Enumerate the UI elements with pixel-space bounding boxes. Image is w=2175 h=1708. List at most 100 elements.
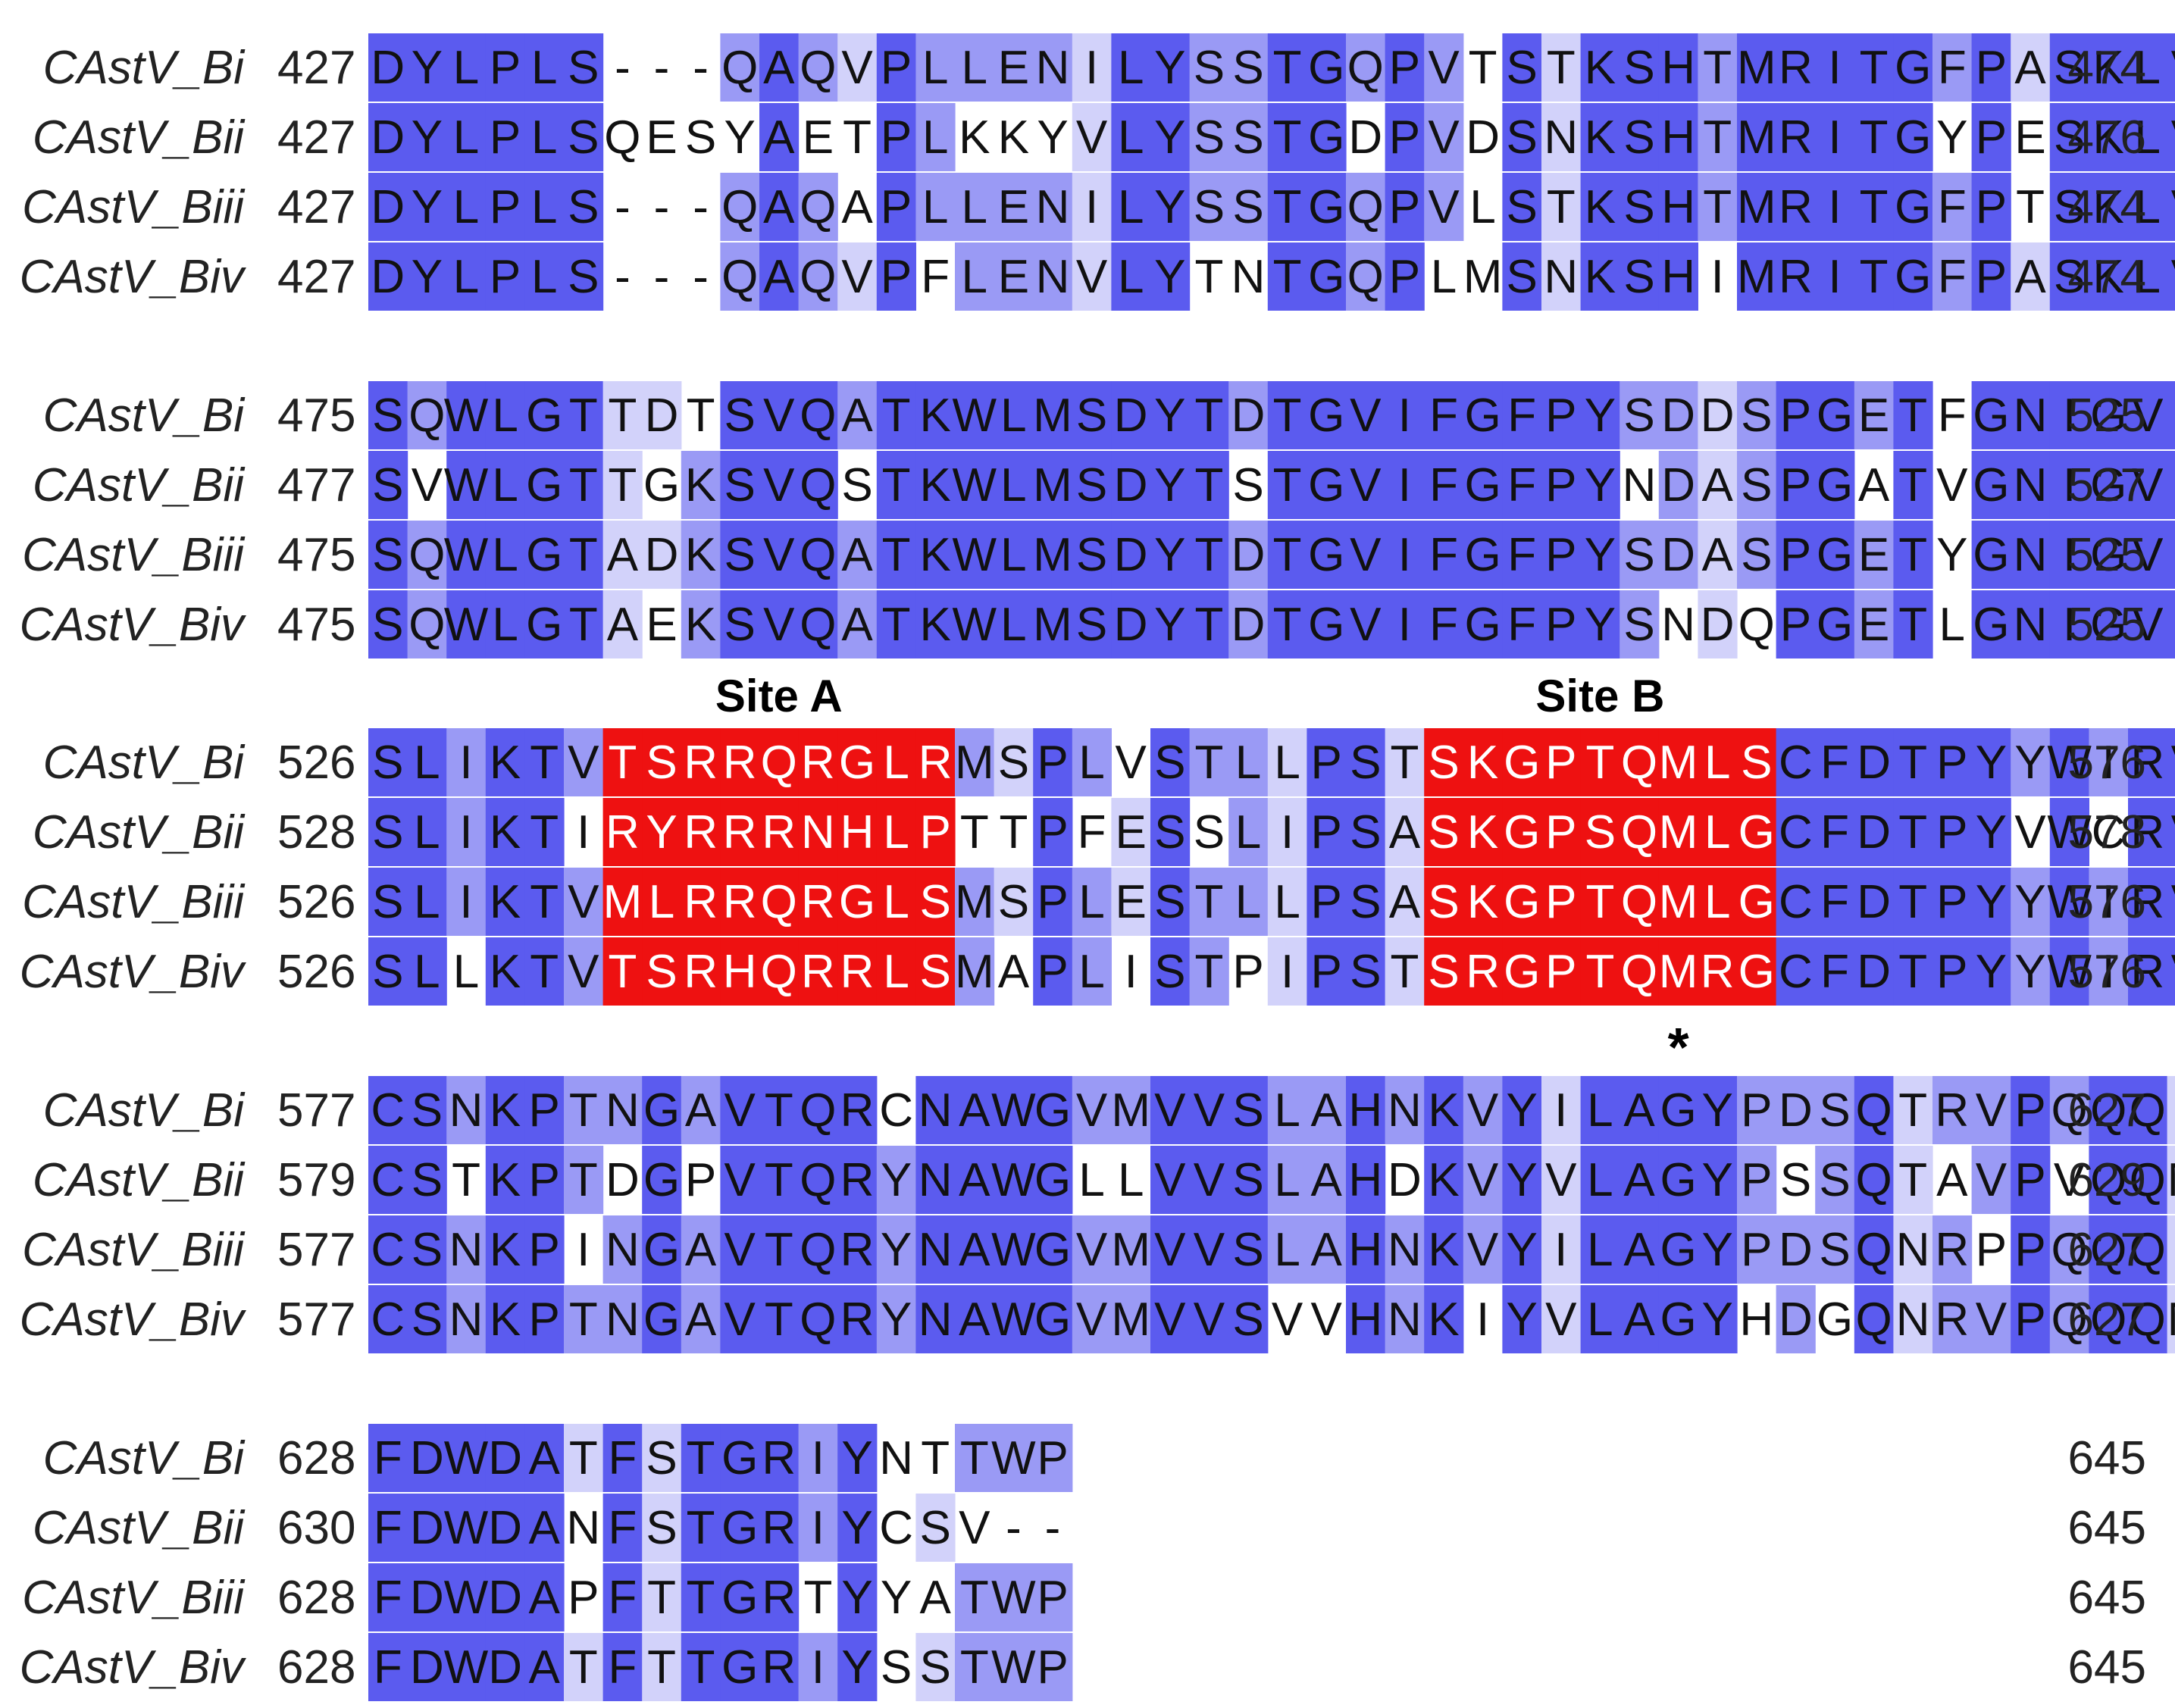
residue: D bbox=[1114, 459, 1148, 511]
residue-shade bbox=[994, 521, 1034, 589]
residue: Q bbox=[2130, 1084, 2166, 1137]
residue: V bbox=[1154, 1084, 1186, 1137]
residue: Y bbox=[1507, 1224, 1538, 1276]
residue: N bbox=[1544, 251, 1578, 303]
residue: V bbox=[841, 42, 873, 94]
residue: P bbox=[1741, 1154, 1772, 1206]
residue: Q bbox=[800, 181, 836, 233]
residue: S bbox=[568, 181, 599, 233]
residue: N bbox=[1036, 181, 1070, 233]
residue-shade bbox=[564, 33, 604, 102]
residue-shade bbox=[1150, 173, 1191, 241]
residue-shade bbox=[1072, 590, 1112, 658]
residue: M bbox=[955, 946, 994, 998]
residue-shade bbox=[759, 451, 800, 519]
residue: G bbox=[1817, 1294, 1853, 1346]
residue: V bbox=[1350, 529, 1382, 581]
residue: W bbox=[444, 1432, 489, 1484]
residue-shade bbox=[720, 451, 760, 519]
residue: F bbox=[374, 1432, 402, 1484]
residue-shade bbox=[1776, 590, 1816, 658]
residue: I bbox=[459, 876, 472, 928]
residue: R bbox=[762, 1432, 796, 1484]
start-position: 427 bbox=[277, 111, 355, 164]
residue: D bbox=[1779, 1084, 1813, 1137]
residue-shade bbox=[994, 451, 1034, 519]
residue: T bbox=[608, 459, 637, 511]
residue-shade bbox=[407, 521, 447, 589]
residue: S bbox=[1350, 876, 1381, 928]
residue-shade bbox=[1658, 868, 1698, 936]
residue: D bbox=[1114, 389, 1148, 442]
residue: T bbox=[1898, 459, 1927, 511]
residue: L bbox=[453, 42, 479, 94]
residue: G bbox=[643, 1294, 680, 1346]
residue: S bbox=[724, 599, 756, 651]
residue: Q bbox=[721, 181, 758, 233]
residue-shade bbox=[1189, 103, 1229, 171]
residue: T bbox=[1860, 42, 1889, 94]
residue-shade bbox=[1033, 381, 1073, 449]
residue-shade bbox=[524, 1215, 565, 1284]
residue-shade bbox=[1150, 1215, 1191, 1284]
residue-shade bbox=[1111, 521, 1151, 589]
residue-shade bbox=[524, 1146, 565, 1214]
residue-shade bbox=[1424, 381, 1464, 449]
residue-shade bbox=[798, 1494, 838, 1562]
residue-shade bbox=[1189, 451, 1229, 519]
residue: A bbox=[763, 251, 795, 303]
residue-shade bbox=[1854, 242, 1894, 311]
residue-shade bbox=[1346, 521, 1386, 589]
residue-shade bbox=[1346, 798, 1386, 866]
residue: P bbox=[1545, 876, 1576, 928]
residue: Y bbox=[1154, 111, 1185, 164]
residue: L bbox=[883, 806, 909, 859]
residue: G bbox=[1308, 42, 1344, 94]
residue: P bbox=[1936, 876, 1967, 928]
residue-shade bbox=[1072, 1076, 1112, 1144]
residue: I bbox=[2063, 459, 2076, 511]
residue: T bbox=[530, 806, 559, 859]
alignment-block: CAstV_Bi 427 D Y L P L S - - - Q A Q V P L L E N I L Y S S T G Q P V T… bbox=[20, 33, 2175, 311]
sequence-name: CAstV_Bii bbox=[33, 111, 246, 164]
residue: A bbox=[1936, 1154, 1968, 1206]
residue: L bbox=[1078, 1154, 1104, 1206]
residue-shade bbox=[1971, 728, 2011, 796]
residue: D bbox=[1857, 946, 1891, 998]
residue-shade bbox=[1893, 868, 1933, 936]
residue: C bbox=[371, 1084, 405, 1137]
residue: A bbox=[959, 1224, 990, 1276]
residue-shade bbox=[1815, 868, 1855, 936]
residue: G bbox=[1895, 251, 1931, 303]
residue: K bbox=[1585, 111, 1616, 164]
residue: Q bbox=[1855, 1224, 1892, 1276]
residue-shade bbox=[720, 1563, 760, 1631]
residue-shade bbox=[1267, 1215, 1307, 1284]
alignment-row: CAstV_Bi 628 F D W D A T F S T G R I Y N T T W P 645 bbox=[43, 1432, 2146, 1484]
residue: D bbox=[410, 1502, 444, 1554]
residue-shade bbox=[955, 1215, 995, 1284]
sequence-name: CAstV_Bi bbox=[43, 389, 246, 442]
residue-shade bbox=[1815, 1215, 1855, 1284]
residue-shade bbox=[837, 1146, 878, 1214]
residue-shade bbox=[485, 103, 525, 171]
residue-shade bbox=[1385, 1076, 1425, 1144]
residue: T bbox=[1898, 737, 1927, 789]
residue: S bbox=[724, 389, 756, 442]
residue-shade bbox=[1698, 728, 1738, 796]
residue: Q bbox=[1855, 1084, 1892, 1137]
residue: L bbox=[1000, 599, 1026, 651]
residue: G bbox=[1973, 529, 2009, 581]
residue: T bbox=[1860, 111, 1889, 164]
residue: K bbox=[685, 459, 716, 511]
residue-shade bbox=[1307, 1215, 1347, 1284]
residue-shade bbox=[1815, 173, 1855, 241]
residue: M bbox=[2167, 1294, 2175, 1346]
residue-shade bbox=[837, 728, 878, 796]
residue: Y bbox=[1154, 251, 1185, 303]
residue-shade bbox=[2049, 173, 2089, 241]
residue-shade bbox=[1072, 1215, 1112, 1284]
residue-shade bbox=[1424, 1215, 1464, 1284]
residue-shade bbox=[1267, 1146, 1307, 1214]
residue: L bbox=[883, 946, 909, 998]
